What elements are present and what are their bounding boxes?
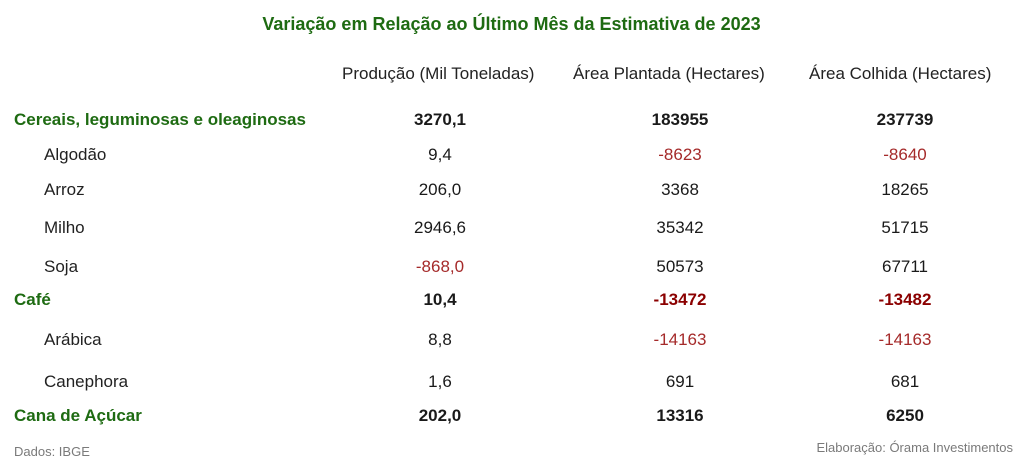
row-label: Café — [14, 290, 51, 309]
table-row: Cereais, leguminosas e oleaginosas 3270,1… — [0, 110, 1023, 134]
table-cell: 691 — [665, 372, 695, 391]
row-label: Milho — [44, 218, 85, 237]
table-cell: -14163 — [878, 330, 932, 349]
table-cell: 8,8 — [428, 330, 452, 349]
row-label: Algodão — [44, 145, 107, 164]
table-cell: 183955 — [651, 110, 709, 129]
table-row: Cana de Açúcar 202,0 13316 6250 — [0, 406, 1023, 430]
table-cell: 9,4 — [428, 145, 452, 164]
table-cell: 6250 — [886, 406, 924, 425]
table-title: Variação em Relação ao Último Mês da Est… — [262, 14, 761, 34]
table-row: Arábica 8,8 -14163 -14163 — [0, 330, 1023, 354]
table-row: Canephora 1,6 691 681 — [0, 372, 1023, 396]
row-label: Arroz — [44, 180, 85, 199]
table-cell: -8623 — [658, 145, 702, 164]
table-cell: -13472 — [653, 290, 707, 309]
column-header-area-plantada: Área Plantada (Hectares) — [573, 64, 765, 83]
row-label: Arábica — [44, 330, 102, 349]
table-cell: -8640 — [883, 145, 927, 164]
table-cell: 3368 — [661, 180, 699, 199]
table-row: Arroz 206,0 3368 18265 — [0, 180, 1023, 204]
table-cell: 1,6 — [428, 372, 452, 391]
table-cell: -14163 — [653, 330, 707, 349]
table-cell: 237739 — [876, 110, 934, 129]
credit-note: Elaboração: Órama Investimentos — [816, 440, 1013, 455]
source-note: Dados: IBGE — [14, 444, 90, 459]
table-cell: 10,4 — [423, 290, 457, 309]
table-cell: 67711 — [881, 257, 928, 276]
row-label: Canephora — [44, 372, 129, 391]
table-cell: 3270,1 — [414, 110, 466, 129]
row-label: Cana de Açúcar — [14, 406, 142, 425]
table-cell: 18265 — [881, 180, 929, 199]
table-cell: 13316 — [656, 406, 704, 425]
table-cell: 206,0 — [418, 180, 462, 199]
table-cell: 681 — [890, 372, 920, 391]
table-cell: 51715 — [881, 218, 929, 237]
table-cell: -868,0 — [415, 257, 465, 276]
row-label: Soja — [44, 257, 79, 276]
table-row: Soja -868,0 50573 67711 — [0, 257, 1023, 281]
table-row: Café 10,4 -13472 -13482 — [0, 290, 1023, 314]
table-cell: 50573 — [656, 257, 704, 276]
row-label: Cereais, leguminosas e oleaginosas — [14, 110, 306, 129]
column-header-area-colhida: Área Colhida (Hectares) — [809, 64, 992, 83]
column-header-producao: Produção (Mil Toneladas) — [342, 64, 535, 83]
table-row: Milho 2946,6 35342 51715 — [0, 218, 1023, 242]
table-row: Algodão 9,4 -8623 -8640 — [0, 145, 1023, 169]
table-cell: 202,0 — [418, 406, 462, 425]
table-cell: -13482 — [878, 290, 932, 309]
table-cell: 2946,6 — [414, 218, 466, 237]
table-cell: 35342 — [656, 218, 704, 237]
